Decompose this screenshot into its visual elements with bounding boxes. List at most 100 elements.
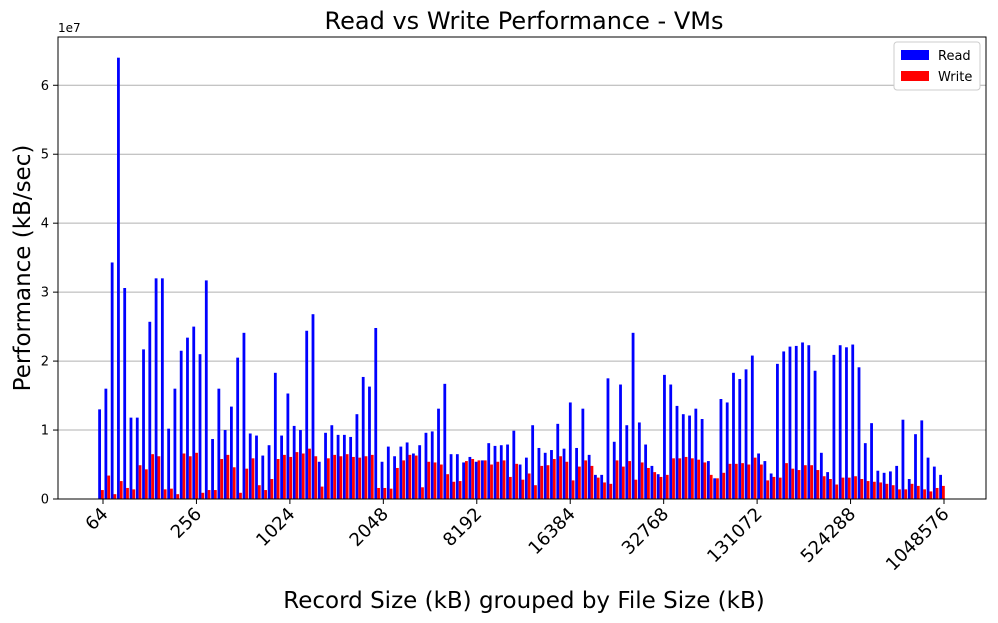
read-bar [267, 445, 271, 499]
read-bar [744, 369, 748, 499]
write-bar [665, 474, 669, 499]
write-bar [609, 483, 613, 499]
read-bar [192, 326, 196, 499]
read-bar [129, 417, 133, 499]
read-bar [562, 448, 566, 499]
read-bar [788, 346, 792, 499]
read-bar [939, 474, 942, 499]
write-bar [138, 465, 142, 499]
y-tick-label: 6 [41, 79, 49, 94]
write-bar [634, 479, 638, 499]
read-bar [98, 409, 101, 499]
write-bar [690, 458, 694, 499]
read-bar [248, 433, 252, 499]
read-bar [600, 474, 604, 499]
write-bar [433, 462, 437, 499]
read-bar [512, 430, 516, 499]
write-bar [458, 481, 462, 499]
read-bar [437, 408, 440, 499]
bars-group [98, 57, 945, 499]
write-bar [684, 456, 688, 499]
read-bar [230, 406, 233, 499]
read-bar [537, 447, 541, 499]
write-bar [201, 492, 205, 499]
read-bar [870, 423, 873, 499]
write-bar [640, 462, 644, 499]
write-bar [571, 480, 575, 499]
write-bar [320, 486, 324, 499]
write-bar [308, 448, 311, 499]
write-bar [352, 456, 355, 499]
read-bar [606, 378, 610, 499]
write-bar [163, 489, 167, 499]
write-bar [672, 458, 675, 499]
read-bar [474, 461, 478, 499]
read-bar [769, 473, 773, 499]
y-tick-label: 5 [41, 148, 49, 163]
write-bar [772, 476, 776, 499]
write-bar [119, 481, 123, 499]
read-bar [719, 399, 723, 499]
read-bar [587, 454, 591, 499]
read-bar [273, 372, 277, 499]
read-bar [110, 262, 114, 499]
write-bar [872, 481, 876, 499]
read-bar [612, 441, 616, 499]
read-bar [694, 408, 698, 499]
read-bar [713, 478, 717, 499]
write-bar [176, 494, 180, 499]
write-bar [421, 487, 424, 499]
write-bar [107, 475, 111, 499]
y-tick-label: 4 [41, 217, 49, 232]
write-bar [490, 464, 493, 499]
read-bar [882, 472, 886, 499]
write-bar [577, 466, 581, 499]
read-bar [443, 383, 447, 499]
read-bar [292, 425, 296, 499]
write-bar [552, 459, 556, 499]
write-bar [126, 487, 129, 499]
read-bar [204, 280, 208, 499]
read-bar [637, 422, 641, 499]
write-bar [697, 459, 701, 499]
read-bar [173, 388, 177, 499]
legend-swatch-read [901, 50, 929, 60]
write-bar [628, 461, 631, 499]
write-bar [270, 479, 274, 499]
read-bar [619, 384, 622, 499]
write-bar [427, 461, 431, 499]
read-bar [750, 355, 754, 499]
read-bar [838, 345, 842, 499]
write-bar [822, 476, 826, 499]
write-bar [716, 478, 719, 499]
read-bar [631, 332, 635, 499]
write-bar [264, 490, 267, 499]
read-bar [236, 357, 240, 499]
read-bar [895, 465, 899, 499]
plot-frame [57, 36, 987, 500]
write-bar [766, 480, 770, 499]
write-bar [847, 477, 851, 499]
write-bar [301, 453, 305, 499]
read-bar [832, 354, 836, 499]
write-bar [370, 454, 374, 499]
write-bar [659, 476, 663, 499]
read-bar [405, 442, 409, 499]
read-bar [681, 414, 685, 499]
write-bar [314, 456, 318, 499]
write-bar [151, 454, 155, 499]
write-bar [709, 474, 713, 499]
write-bar [728, 463, 732, 499]
read-bar [550, 450, 553, 499]
read-bar [738, 379, 742, 499]
write-bar [565, 461, 569, 499]
read-bar [656, 474, 660, 499]
write-bar [546, 465, 550, 499]
write-bar [251, 458, 255, 499]
write-bar [195, 452, 198, 499]
read-bar [669, 384, 673, 499]
read-bar [763, 461, 767, 499]
read-bar [819, 452, 823, 499]
read-bar [317, 461, 321, 499]
